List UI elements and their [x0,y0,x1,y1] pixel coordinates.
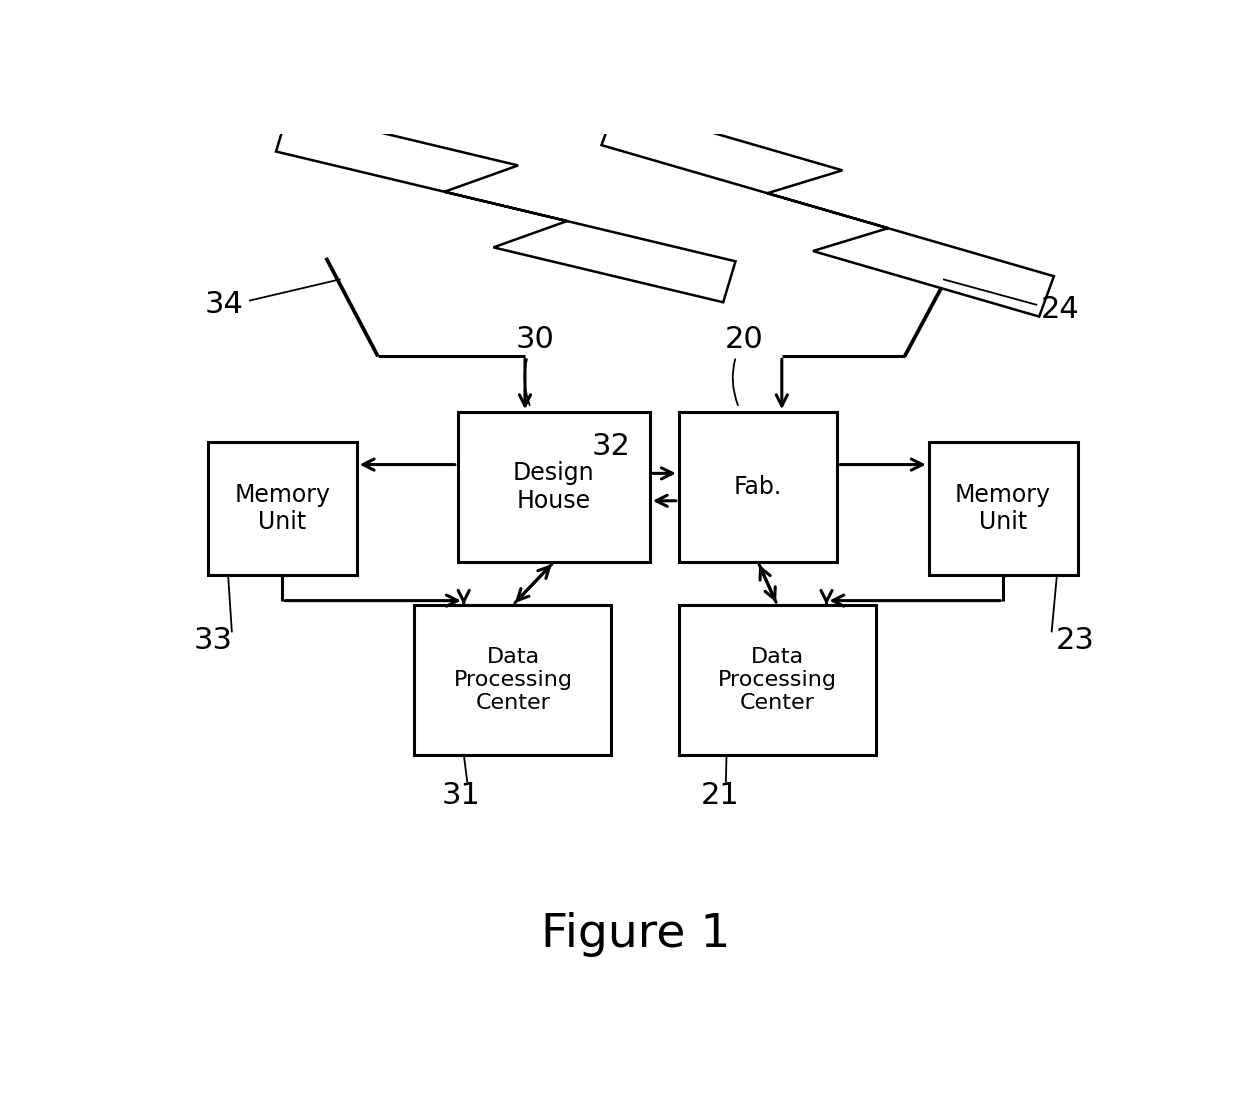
Bar [678,412,837,562]
Text: 21: 21 [701,780,739,809]
Bar [929,442,1078,575]
Text: 33: 33 [193,627,232,656]
Polygon shape [277,110,735,303]
Text: 30: 30 [516,325,556,405]
Text: 32: 32 [591,432,631,461]
Text: Memory
Unit: Memory Unit [955,483,1052,534]
Text: Data
Processing
Center: Data Processing Center [454,647,573,713]
Text: 24: 24 [1040,295,1080,324]
Bar [458,412,650,562]
Bar [414,604,611,755]
Bar [208,442,357,575]
Text: Figure 1: Figure 1 [541,913,730,957]
Text: 34: 34 [205,290,243,319]
Text: 20: 20 [724,325,763,405]
Text: Fab.: Fab. [734,475,782,499]
Text: Design
House: Design House [513,461,595,513]
Text: Data
Processing
Center: Data Processing Center [718,647,837,713]
Polygon shape [601,105,1054,316]
Text: 31: 31 [441,780,480,809]
Text: Memory
Unit: Memory Unit [234,483,330,534]
Text: 23: 23 [1056,627,1095,656]
Bar [678,604,875,755]
